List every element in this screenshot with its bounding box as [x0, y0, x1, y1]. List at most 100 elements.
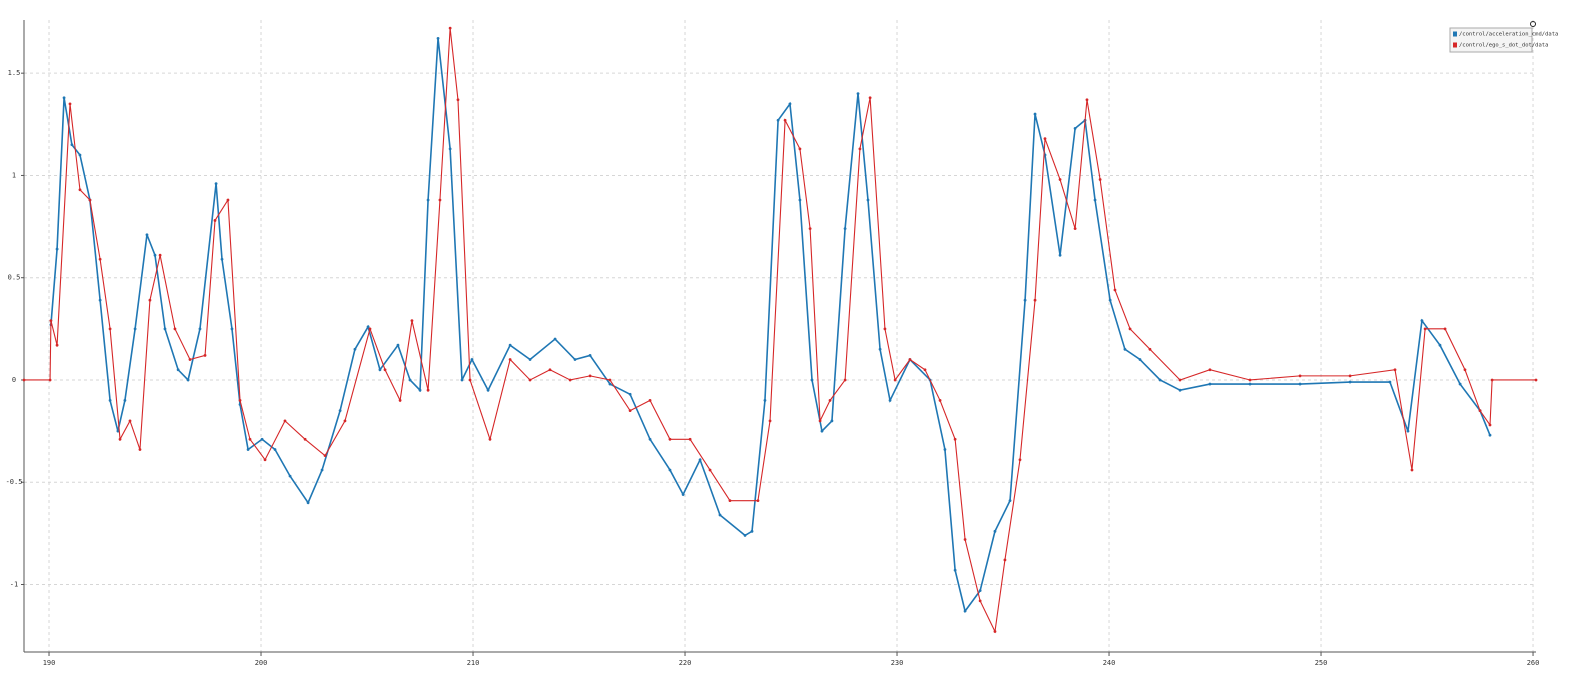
data-point — [470, 358, 474, 361]
data-point — [608, 378, 612, 382]
data-point — [62, 96, 66, 100]
data-point — [648, 437, 652, 441]
data-point — [438, 198, 442, 202]
data-point — [923, 368, 927, 372]
data-point — [118, 437, 122, 441]
data-point — [1348, 374, 1352, 378]
data-point — [460, 378, 464, 382]
legend-swatch — [1453, 31, 1457, 37]
x-tick-label: 190 — [43, 659, 56, 667]
data-point — [1058, 253, 1062, 257]
data-point — [133, 327, 137, 331]
data-point — [788, 102, 792, 106]
data-point — [508, 343, 512, 347]
data-point — [963, 609, 967, 613]
data-point — [1073, 227, 1077, 231]
data-point — [756, 499, 760, 503]
data-point — [1298, 382, 1302, 386]
y-tick-label: 0.5 — [8, 274, 21, 282]
data-point — [688, 437, 692, 441]
data-point — [866, 198, 870, 202]
y-tick-label: 1 — [12, 171, 16, 179]
data-point — [668, 468, 672, 472]
data-point — [993, 529, 997, 533]
data-point — [648, 399, 652, 402]
data-point — [978, 599, 982, 603]
x-tick-label: 250 — [1315, 659, 1328, 667]
data-point — [248, 437, 252, 441]
data-point — [116, 429, 120, 433]
data-point — [808, 227, 812, 231]
zoom-icon[interactable] — [1530, 21, 1536, 27]
data-point — [568, 378, 572, 382]
data-point — [698, 458, 702, 462]
data-point — [1488, 433, 1492, 437]
data-point — [1458, 382, 1462, 386]
data-point — [1490, 378, 1494, 382]
data-point — [203, 354, 207, 357]
data-point — [798, 198, 802, 202]
data-point — [883, 327, 887, 331]
data-point — [163, 327, 167, 331]
data-point — [238, 399, 242, 402]
data-point — [1058, 178, 1062, 181]
legend-label: /control/acceleration_cmd/data — [1459, 32, 1558, 38]
data-point — [708, 468, 712, 472]
data-point — [343, 419, 347, 423]
data-point — [798, 147, 802, 151]
data-point — [1113, 288, 1117, 292]
data-point — [548, 368, 552, 372]
data-point — [273, 448, 277, 451]
data-point — [98, 257, 102, 261]
data-point — [418, 388, 422, 392]
data-point — [366, 325, 370, 329]
data-point — [246, 448, 250, 451]
legend-box — [1449, 27, 1533, 53]
data-point — [145, 233, 149, 237]
data-point — [68, 102, 72, 106]
data-point — [158, 253, 162, 257]
data-point — [1178, 388, 1182, 392]
data-point — [323, 454, 327, 458]
data-point — [1178, 378, 1182, 382]
data-point — [1128, 327, 1132, 331]
data-point — [1033, 112, 1037, 116]
data-point — [888, 399, 892, 402]
data-point — [1158, 378, 1162, 382]
data-point — [378, 368, 382, 372]
data-point — [681, 493, 685, 496]
data-point — [868, 96, 872, 100]
data-point — [993, 630, 997, 633]
data-point — [908, 358, 912, 361]
data-point — [668, 437, 672, 441]
data-point — [396, 343, 400, 347]
data-point — [148, 298, 152, 302]
x-tick-label: 220 — [679, 659, 692, 667]
x-tick-label: 200 — [255, 659, 268, 667]
data-point — [1488, 423, 1492, 427]
data-point — [768, 419, 772, 423]
data-point — [628, 409, 632, 413]
data-point — [283, 419, 287, 423]
data-point — [1248, 382, 1252, 386]
data-point — [436, 37, 440, 40]
data-point — [830, 419, 834, 423]
data-point — [320, 468, 324, 472]
data-point — [55, 247, 59, 251]
data-point — [858, 147, 862, 151]
data-point — [1023, 298, 1027, 302]
data-point — [783, 118, 787, 122]
y-tick-label: 1.5 — [8, 69, 21, 77]
data-point — [1406, 429, 1410, 433]
data-point — [353, 347, 357, 351]
data-point — [213, 219, 217, 222]
data-point — [938, 399, 942, 402]
data-point — [843, 378, 847, 382]
data-point — [468, 378, 472, 382]
data-point — [303, 437, 307, 441]
data-point — [528, 378, 532, 382]
data-point — [763, 399, 767, 402]
data-point — [776, 118, 780, 122]
data-point — [288, 474, 292, 478]
data-point — [173, 327, 177, 331]
